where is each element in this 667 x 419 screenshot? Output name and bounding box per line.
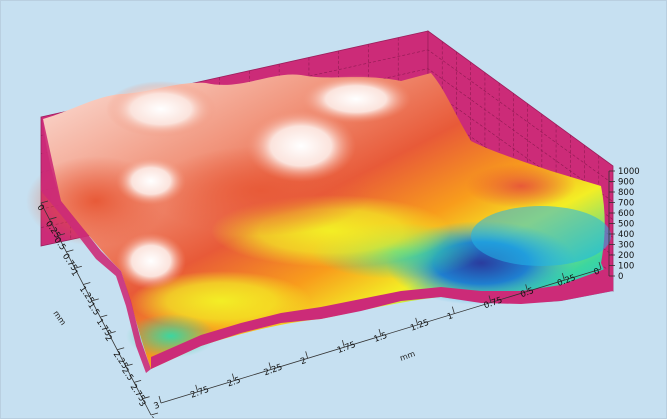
front-wall-right [151,266,613,369]
y-tick-label: 1.25 [409,318,430,334]
y-tick-mark [598,261,602,270]
y-tick-mark [158,395,162,404]
z-tick-label: 600 [618,209,634,219]
z-tick-label: 800 [618,188,634,198]
y-tick-mark [525,284,529,292]
surface-peak-1 [106,81,216,137]
y-tick-mark [488,295,492,303]
height-surface [26,73,613,369]
z-tick-label: 200 [618,251,634,261]
z-tick-label: 500 [618,220,634,230]
x-tick-mark [91,298,99,302]
x-tick-label: 1 [68,268,79,278]
y-tick-mark [378,328,382,337]
y-tick-mark [451,306,455,314]
x-tick-mark [74,265,82,269]
x-tick-mark [57,233,66,236]
x-tick-mark [125,363,133,367]
z-tick-label: 100 [618,262,634,272]
z-tick-label: 700 [618,199,634,209]
surface-peak-2 [246,110,356,182]
x-tick-mark [49,216,57,220]
x-tick-label: 3.25 [145,415,164,418]
x-tick-mark [100,314,108,318]
z-tick-label: 300 [618,241,634,251]
x-tick-label: 2 [102,333,113,343]
y-tick-mark [341,340,345,348]
y-tick-label: 2.5 [226,375,242,389]
y-tick-label: 2.25 [263,362,284,378]
front-wall-left [41,119,151,373]
x-tick-mark [117,347,125,351]
surface-valley-cyan [471,206,611,266]
x-tick-mark [66,249,74,253]
z-tick-label: 900 [618,178,634,188]
surface-peak-4 [116,233,186,289]
y-tick-mark [305,351,309,359]
z-tick-label: 1000 [618,167,640,177]
z-tick-label: 400 [618,230,634,240]
y-tick-label: 3 [153,401,162,412]
y-tick-label: 2.75 [189,385,210,401]
y-tick-mark [561,273,565,281]
x-tick-mark [142,396,150,400]
x-tick-mark [40,200,49,204]
y-tick-mark [231,373,235,381]
x-tick-label: 0 [35,203,46,213]
surface-orange-right [466,164,576,208]
x-tick-mark [83,282,91,285]
x-axis-label: mm [51,309,67,327]
x-tick-mark [133,380,142,383]
y-tick-label: 0.5 [519,286,535,300]
z-tick-label: 0 [618,272,623,282]
x-tick-label: 3 [136,399,147,409]
x-tick-mark [108,331,116,334]
y-tick-label: 1 [446,311,455,322]
y-tick-label: 1.5 [373,331,389,345]
y-tick-mark [195,384,199,392]
y-axis-label: mm [399,349,417,363]
surface-peak-3 [301,75,411,123]
y-tick-label: 1.75 [336,340,357,356]
y-tick-mark [268,362,272,370]
y-tick-mark [415,317,419,325]
y-tick-label: 0 [593,267,602,278]
surface-peak-5 [116,157,186,205]
x-tick-mark [150,412,159,416]
y-tick-label: 2 [299,356,308,367]
